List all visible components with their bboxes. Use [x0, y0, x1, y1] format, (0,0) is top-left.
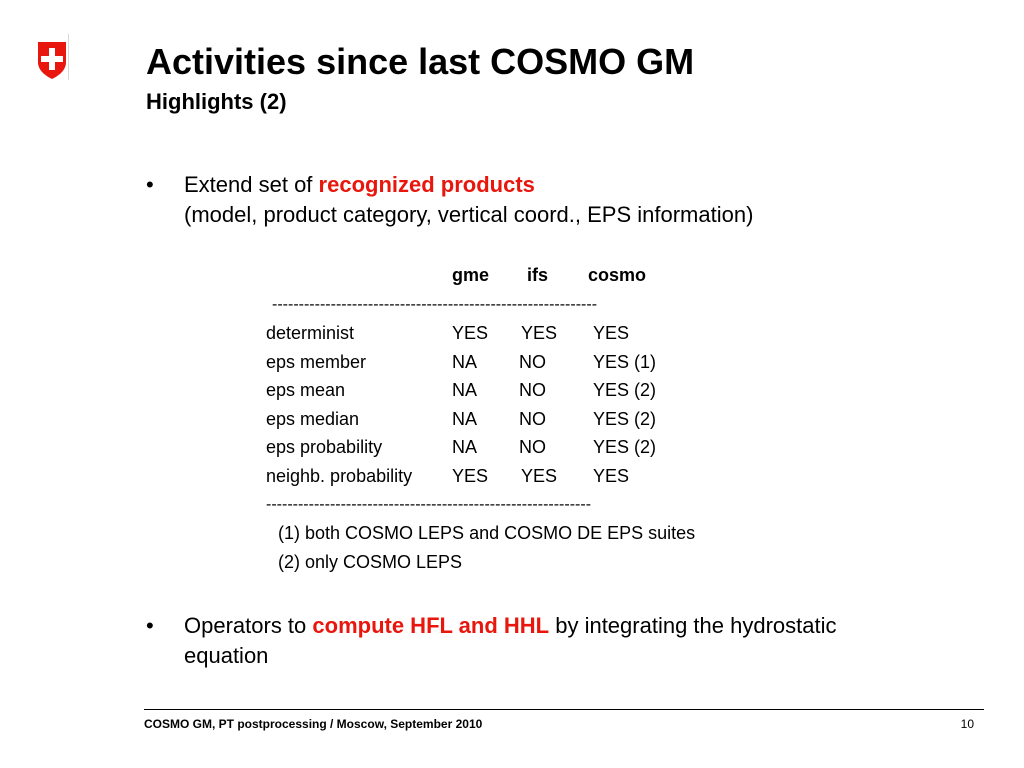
- row-label: neighb. probability: [266, 466, 413, 486]
- table-footnote-1: (1) both COSMO LEPS and COSMO DE EPS sui…: [278, 523, 696, 543]
- cell-ifs: NO: [519, 437, 546, 457]
- column-header-cosmo: cosmo: [588, 265, 647, 285]
- swiss-cross-icon: [38, 42, 66, 79]
- footer-text: COSMO GM, PT postprocessing / Moscow, Se…: [144, 717, 483, 731]
- row-label: eps member: [266, 352, 367, 372]
- bullet-highlight: compute HFL and HHL: [312, 613, 550, 638]
- table-separator-top: ----------------------------------------…: [272, 296, 598, 313]
- bullet-line2: (model, product category, vertical coord…: [184, 202, 754, 227]
- cell-cosmo: YES (1): [593, 352, 657, 372]
- bullet-prefix: Operators to: [184, 613, 313, 638]
- cell-cosmo: YES: [593, 466, 630, 486]
- row-label: eps median: [266, 409, 360, 429]
- cell-gme: YES: [452, 466, 489, 486]
- cell-gme: NA: [452, 437, 478, 457]
- cell-ifs: YES: [521, 466, 558, 486]
- cell-gme: NA: [452, 352, 478, 372]
- row-label: eps probability: [266, 437, 383, 457]
- cell-gme: NA: [452, 409, 478, 429]
- cell-ifs: NO: [519, 352, 546, 372]
- cell-cosmo: YES (2): [593, 437, 657, 457]
- cell-ifs: YES: [521, 323, 558, 343]
- slide-title: Activities since last COSMO GM: [146, 41, 695, 82]
- column-header-gme: gme: [452, 265, 490, 285]
- bullet-highlight: recognized products: [318, 172, 535, 197]
- table-separator-bottom: ----------------------------------------…: [266, 496, 592, 513]
- swiss-cross-logo: [36, 40, 68, 80]
- row-label: determinist: [266, 323, 355, 343]
- bullet-line2: equation: [184, 643, 269, 668]
- cell-gme: NA: [452, 380, 478, 400]
- logo-divider: [68, 34, 69, 80]
- footer-divider: [144, 709, 984, 710]
- page-number: 10: [960, 717, 974, 731]
- cell-ifs: NO: [519, 380, 546, 400]
- slide-subtitle: Highlights (2): [146, 89, 287, 114]
- cell-gme: YES: [452, 323, 489, 343]
- bullet-text: Operators to compute HFL and HHL by inte…: [184, 611, 837, 671]
- cell-ifs: NO: [519, 409, 546, 429]
- bullet-suffix: by integrating the hydrostatic: [549, 613, 837, 638]
- cell-cosmo: YES: [593, 323, 630, 343]
- row-label: eps mean: [266, 380, 346, 400]
- bullet-symbol: •: [146, 613, 154, 638]
- bullet-symbol: •: [146, 172, 154, 197]
- column-header-ifs: ifs: [527, 265, 549, 285]
- bullet-prefix: Extend set of: [184, 172, 319, 197]
- cell-cosmo: YES (2): [593, 409, 657, 429]
- cell-cosmo: YES (2): [593, 380, 657, 400]
- bullet-text: Extend set of recognized products (model…: [184, 170, 753, 230]
- table-footnote-2: (2) only COSMO LEPS: [278, 552, 463, 572]
